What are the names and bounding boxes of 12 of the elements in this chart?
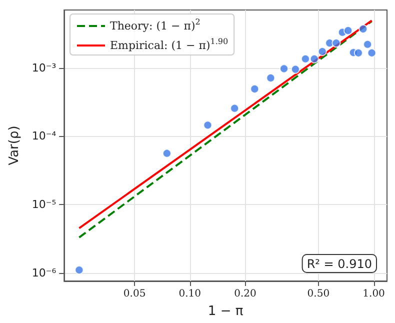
y-tick-label: 10⁻⁴ [32, 130, 57, 143]
x-tick-label: 0.50 [307, 288, 330, 300]
x-tick-label: 0.20 [234, 288, 256, 300]
x-axis-title: 1 − π [208, 304, 244, 319]
y-axis-title: Var(ρ) [7, 126, 22, 166]
x-tick-label: 0.05 [123, 288, 146, 300]
y-tick-label: 10⁻⁶ [32, 266, 57, 280]
x-tick-label: 1.00 [362, 288, 385, 300]
y-tick-label: 10⁻³ [32, 61, 56, 74]
x-tick-label: 0.10 [178, 288, 202, 300]
annotation: R² = 0.910 [306, 257, 372, 271]
y-tick-label: 10⁻⁵ [32, 198, 56, 211]
